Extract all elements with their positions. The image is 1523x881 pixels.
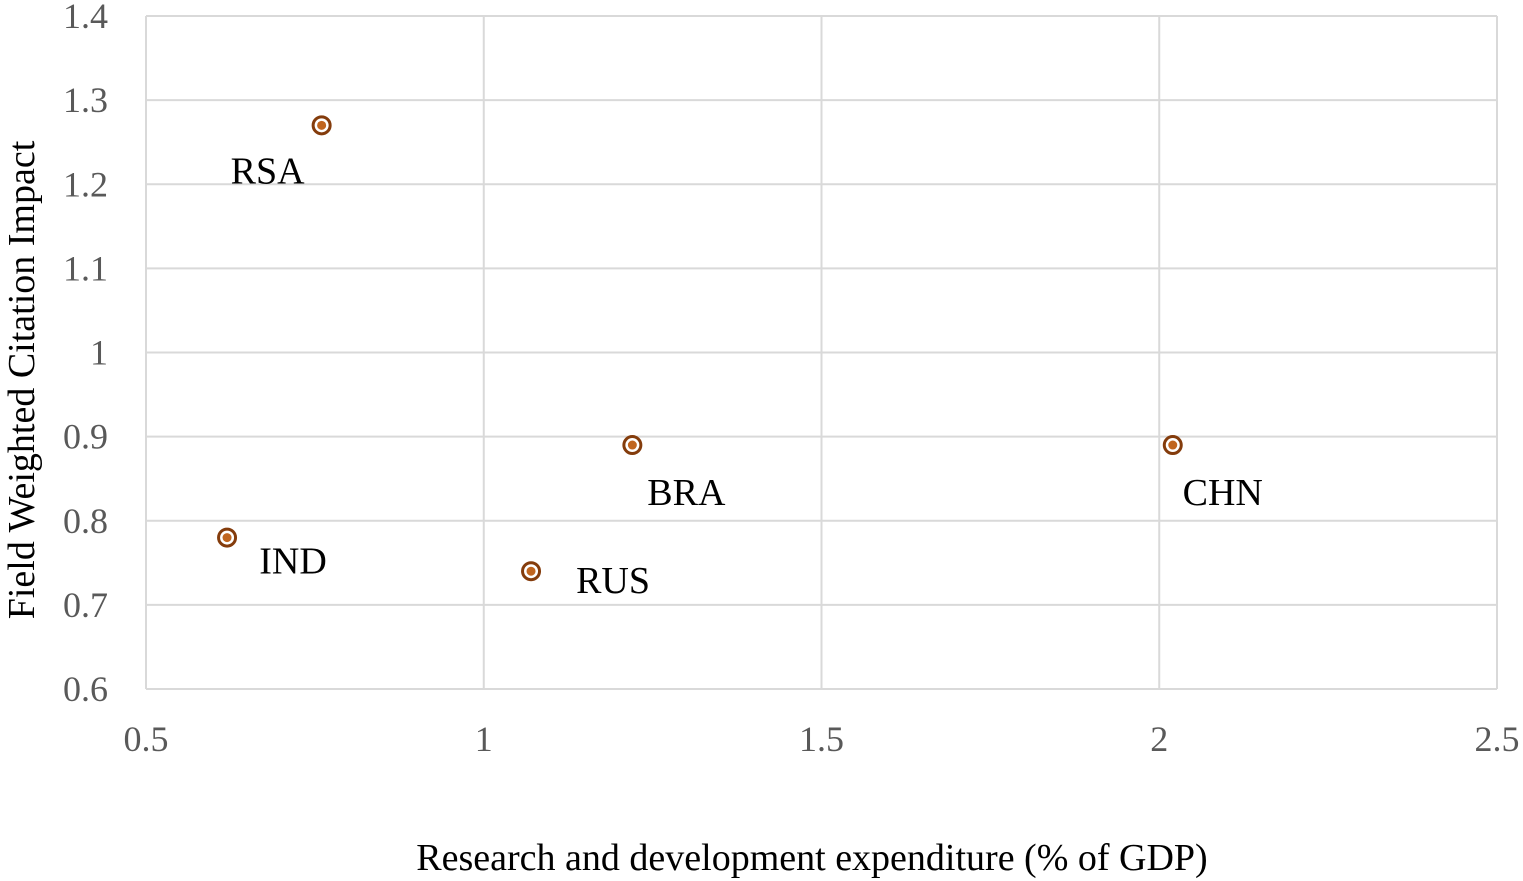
grid	[145, 15, 1498, 690]
point-labels: RSA BRA CHN IND RUS	[231, 150, 1263, 602]
data-label: RUS	[576, 560, 650, 602]
data-point-dot	[627, 440, 637, 450]
y-tick-label: 1.1	[63, 248, 108, 288]
y-tick-label: 1	[90, 333, 108, 373]
data-point	[521, 561, 542, 582]
data-point-dot	[526, 566, 536, 576]
y-tick-label: 0.8	[63, 501, 108, 541]
x-tick-label: 0.5	[124, 719, 169, 759]
x-axis-ticks: 0.5 1 1.5 2 2.5	[124, 719, 1520, 759]
y-tick-label: 0.9	[63, 417, 108, 457]
x-axis-title: Research and development expenditure (% …	[416, 837, 1207, 879]
data-label: CHN	[1183, 472, 1263, 514]
x-tick-label: 1.5	[799, 719, 844, 759]
data-point-dot	[1168, 440, 1178, 450]
data-point	[1162, 435, 1183, 456]
y-tick-label: 1.4	[63, 0, 108, 36]
y-axis-ticks: 0.6 0.7 0.8 0.9 1 1.1 1.2 1.3 1.4	[63, 0, 108, 709]
data-label: IND	[259, 541, 327, 583]
data-points	[217, 115, 1183, 582]
data-label: BRA	[647, 472, 726, 514]
data-label: RSA	[231, 150, 305, 192]
x-tick-label: 2	[1150, 719, 1168, 759]
data-point	[622, 435, 643, 456]
data-point-dot	[222, 533, 232, 543]
y-tick-label: 1.3	[63, 80, 108, 120]
y-tick-label: 0.7	[63, 585, 108, 625]
x-tick-label: 2.5	[1475, 719, 1520, 759]
data-point	[311, 115, 332, 136]
data-point-dot	[317, 120, 327, 130]
y-axis-title: Field Weighted Citation Impact	[1, 140, 43, 619]
y-tick-label: 1.2	[63, 164, 108, 204]
data-point	[217, 527, 238, 548]
x-tick-label: 1	[475, 719, 493, 759]
y-tick-label: 0.6	[63, 669, 108, 709]
